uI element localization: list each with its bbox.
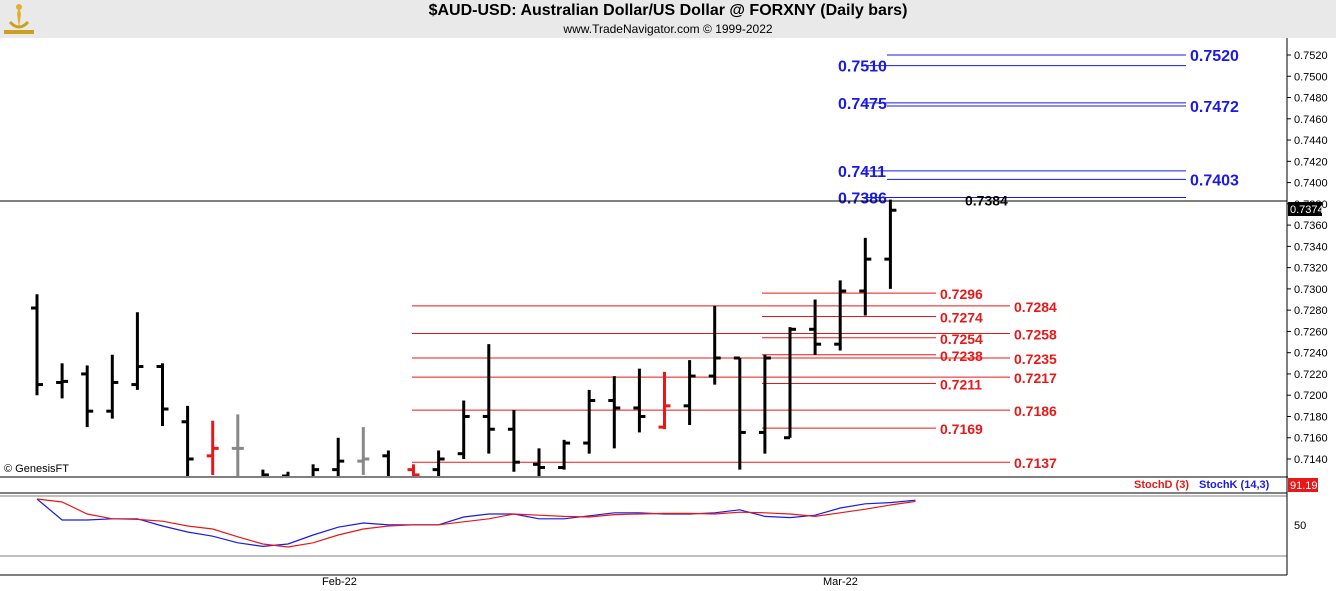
xtick-mar: Mar-22	[823, 576, 858, 588]
price-level-label: 0.7274	[940, 310, 983, 326]
price-tick-label: 0.7280	[1294, 305, 1328, 317]
price-tick-label: 0.7360	[1294, 220, 1328, 232]
chart-header: $AUD-USD: Australian Dollar/US Dollar @ …	[0, 0, 1336, 38]
price-axis-bg	[1288, 38, 1336, 591]
price-level-label: 0.7403	[1190, 172, 1239, 189]
watermark: © GenesisFT	[4, 463, 69, 475]
price-level-label: 0.7137	[1014, 455, 1057, 471]
chart-subtitle: www.TradeNavigator.com © 1999-2022	[563, 22, 773, 36]
price-tick-label: 0.7500	[1294, 71, 1328, 83]
xtick-feb: Feb-22	[322, 576, 357, 588]
last-price-label: 0.7374	[1290, 204, 1324, 216]
stoch-line-red	[36, 498, 916, 548]
price-tick-label: 0.7240	[1294, 348, 1328, 360]
price-level-label: 0.7211	[940, 377, 982, 393]
price-tick-label: 0.7520	[1294, 50, 1328, 62]
price-axis-ticks: 0.7520 0.7500 0.7480 0.7460 0.7440 0.7420 0.74…	[1287, 50, 1328, 466]
price-tick-label: 0.7460	[1294, 114, 1328, 126]
stochastic-panel	[36, 498, 916, 548]
price-tick-label: 0.7140	[1294, 454, 1328, 466]
price-level-label: 0.7235	[1014, 351, 1057, 367]
chart-area[interactable]: 0.7520 0.7510 0.7475 0.7472 0.7411 0.7403 0.73…	[0, 38, 1336, 591]
logo-icon	[4, 4, 34, 34]
stoch-tick-50: 50	[1294, 520, 1306, 532]
price-bars	[31, 199, 897, 476]
stoch-last-box	[1288, 478, 1318, 492]
legend-stochd: StochD (3)	[1134, 479, 1189, 491]
price-tick-label: 0.7180	[1294, 411, 1328, 423]
price-tick-label: 0.7260	[1294, 326, 1328, 338]
stoch-last-value: 91.19	[1290, 480, 1318, 492]
price-level-label: 0.7217	[1014, 370, 1057, 386]
legend-stochk: StochK (14,3)	[1199, 479, 1270, 491]
last-price-box	[1288, 202, 1322, 216]
price-level-label: 0.7254	[940, 331, 983, 347]
price-tick-label: 0.7200	[1294, 390, 1328, 402]
price-tick-label: 0.7480	[1294, 93, 1328, 105]
price-level-label: 0.7258	[1014, 327, 1057, 343]
price-level-label: 0.7186	[1014, 403, 1057, 419]
price-tick-label: 0.7440	[1294, 135, 1328, 147]
price-tick-label: 0.7320	[1294, 263, 1328, 275]
price-level-label: 0.7510	[838, 59, 887, 76]
chart-title: $AUD-USD: Australian Dollar/US Dollar @ …	[428, 2, 908, 19]
price-tick-label: 0.7420	[1294, 156, 1328, 168]
price-tick-label: 0.7220	[1294, 369, 1328, 381]
price-panel	[0, 38, 1287, 477]
price-tick-label: 0.7400	[1294, 178, 1328, 190]
price-tick-label: 0.7340	[1294, 241, 1328, 253]
price-level-label: 0.7520	[1190, 48, 1239, 65]
price-level-label: 0.7284	[1014, 299, 1057, 315]
price-tick-label: 0.7300	[1294, 284, 1328, 296]
price-level-label: 0.7411	[838, 164, 886, 181]
price-level-label: 0.7296	[940, 286, 983, 302]
stoch-line-blue	[36, 498, 916, 548]
price-level-label: 0.7386	[838, 190, 887, 207]
price-level-label: 0.7472	[1190, 99, 1239, 116]
price-level-label: 0.7238	[940, 348, 983, 364]
price-level-label: 0.7475	[838, 96, 887, 113]
price-tick-label: 0.7160	[1294, 433, 1328, 445]
price-level-label: 0.7169	[940, 421, 983, 437]
